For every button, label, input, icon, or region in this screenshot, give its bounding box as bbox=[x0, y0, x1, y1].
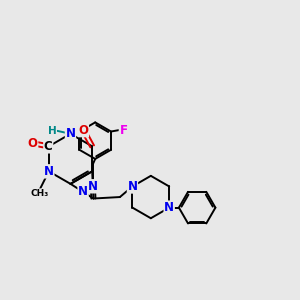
Text: N: N bbox=[65, 127, 76, 140]
Text: C: C bbox=[44, 140, 52, 153]
Text: O: O bbox=[28, 137, 38, 150]
Text: N: N bbox=[164, 201, 174, 214]
Text: N: N bbox=[78, 185, 88, 198]
Text: N: N bbox=[88, 180, 98, 193]
Text: F: F bbox=[119, 124, 128, 136]
Text: H: H bbox=[48, 126, 56, 136]
Text: N: N bbox=[44, 165, 54, 178]
Text: CH₃: CH₃ bbox=[31, 189, 49, 198]
Text: N: N bbox=[128, 180, 137, 193]
Text: O: O bbox=[78, 124, 88, 136]
